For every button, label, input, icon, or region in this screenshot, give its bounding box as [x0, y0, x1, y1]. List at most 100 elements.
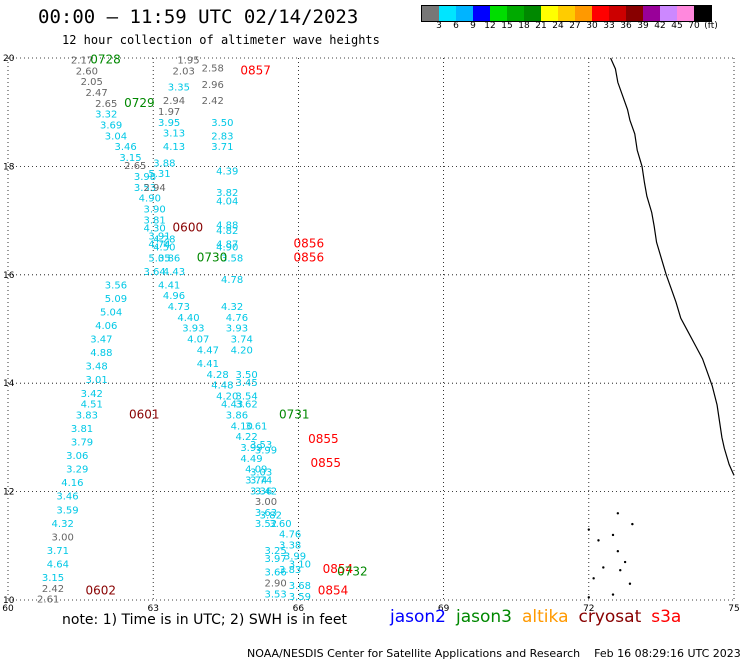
wave-height-value: 2.83 [211, 131, 233, 142]
wave-height-value: 4.90 [216, 242, 238, 253]
wave-height-value: 3.74 [245, 475, 267, 486]
wave-height-value: 3.35 [168, 83, 190, 94]
wave-height-value: 3.68 [289, 581, 311, 592]
x-tick-label: 63 [147, 604, 158, 614]
satellite-legend: jason2 jason3 altika cryosat s3a [390, 607, 691, 627]
wave-height-value: 4.32 [52, 519, 74, 530]
pass-time-label: 0855 [311, 456, 342, 470]
wave-height-value: 2.42 [42, 584, 64, 595]
wave-height-value: 2.17 [71, 55, 93, 66]
legend-jason2: jason2 [390, 607, 446, 627]
x-tick-label: 69 [438, 604, 450, 614]
pass-time-label: 0854 [318, 584, 349, 598]
wave-height-value: 4.76 [226, 313, 248, 324]
wave-height-value: 4.39 [216, 167, 238, 178]
wave-height-value: 3.93 [226, 324, 248, 335]
wave-height-value: 3.71 [47, 546, 69, 557]
wave-height-value: 3.81 [71, 424, 93, 435]
wave-height-value: 3.99 [255, 446, 277, 457]
wave-height-value: 3.52 [255, 519, 277, 530]
wave-height-value: 3.50 [211, 118, 233, 129]
wave-height-value: 4.51 [81, 400, 103, 411]
wave-height-value: 5.04 [100, 307, 122, 318]
colorbar-swatch [677, 6, 694, 21]
wave-height-value: 4.09 [245, 465, 267, 476]
pass-time-label: 0856 [294, 237, 325, 251]
wave-height-value: 4.87 [216, 240, 238, 251]
wave-height-value: 4.43 [163, 267, 185, 278]
wave-height-value: 2.47 [85, 88, 107, 99]
wave-height-value: 2.58 [202, 64, 224, 75]
wave-height-value: 3.81 [144, 215, 166, 226]
wave-height-value: 4.74 [148, 240, 170, 251]
wave-height-value: 4.64 [47, 559, 69, 570]
wave-height-value: 3.15 [119, 153, 141, 164]
wave-height-value: 3.88 [153, 158, 175, 169]
colorbar-swatch [507, 6, 524, 21]
wave-height-value: 3.83 [76, 410, 98, 421]
wave-height-value: 3.46 [114, 142, 136, 153]
lakshadweep-island [587, 596, 590, 599]
wave-height-value: 2.05 [81, 77, 103, 88]
wave-height-value: 4.48 [211, 381, 233, 392]
wave-height-value: 5.09 [105, 294, 127, 305]
wave-height-value: 4.20 [216, 391, 238, 402]
lakshadweep-island [592, 577, 595, 580]
colorbar-label: 39 [637, 21, 649, 31]
wave-height-value: 3.59 [289, 592, 311, 603]
wave-height-value: 4.06 [95, 321, 117, 332]
wave-height-value: 4.10 [231, 421, 253, 432]
wave-height-value: 4.41 [197, 359, 219, 370]
wave-height-value: 4.40 [177, 313, 199, 324]
lakshadweep-island [597, 539, 600, 542]
colorbar-swatch [541, 6, 558, 21]
colorbar-swatch [575, 6, 592, 21]
wave-height-value: 4.30 [144, 223, 166, 234]
wave-height-value: 3.86 [158, 253, 180, 264]
wave-height-value: 3.10 [289, 559, 311, 570]
wave-height-value: 3.99 [284, 551, 306, 562]
credit-text: NOAA/NESDIS Center for Satellite Applica… [247, 647, 581, 660]
colorbar-label: (ft) [704, 21, 718, 31]
wave-height-value: 3.60 [269, 519, 291, 530]
map-subtitle: 12 hour collection of altimeter wave hei… [62, 33, 380, 47]
lakshadweep-island [628, 582, 632, 585]
wave-height-value: 4.13 [163, 142, 185, 153]
wave-height-value: 3.03 [250, 467, 272, 478]
wave-height-value: 3.53 [265, 589, 287, 600]
wave-height-value: 2.61 [37, 595, 59, 606]
colorbar-swatch [422, 6, 439, 21]
wave-height-value: 5.05 [148, 253, 170, 264]
colorbar-swatch [609, 6, 626, 21]
wave-height-value: 3.97 [265, 554, 287, 565]
wave-height-value: 3.99 [240, 443, 262, 454]
legend-cryosat: cryosat [578, 607, 642, 627]
wave-height-value: 3.82 [260, 511, 282, 522]
wave-height-value: 4.73 [168, 302, 190, 313]
colorbar-label: 30 [586, 21, 598, 31]
wave-height-value: 4.28 [206, 370, 228, 381]
wave-height-value: 3.98 [134, 172, 156, 183]
y-tick-label: 10 [3, 596, 15, 606]
colorbar-label: 42 [654, 21, 666, 31]
wave-height-value: 3.91 [148, 232, 170, 243]
wave-height-value: 3.06 [66, 451, 88, 462]
wave-height-value: 3.93 [182, 324, 204, 335]
lakshadweep-island [611, 533, 615, 537]
wave-height-value: 3.66 [265, 568, 287, 579]
colorbar-swatch [694, 6, 711, 21]
x-tick-label: 66 [293, 604, 305, 614]
y-tick-label: 14 [3, 379, 15, 389]
wave-height-value: 2.94 [144, 183, 166, 194]
colorbar-label: 70 [688, 21, 700, 31]
lakshadweep-island [587, 528, 590, 531]
generated-timestamp: Feb 16 08:29:16 UTC 2023 [594, 647, 740, 660]
wave-height-colorbar [421, 5, 712, 22]
wave-height-value: 3.15 [42, 573, 64, 584]
colorbar-swatch [524, 6, 541, 21]
pass-time-label: 0730 [197, 250, 228, 264]
pass-time-label: 0601 [129, 407, 160, 421]
colorbar-label: 15 [501, 21, 513, 31]
wave-height-value: 2.96 [202, 80, 224, 91]
pass-time-label: 0602 [85, 584, 116, 598]
